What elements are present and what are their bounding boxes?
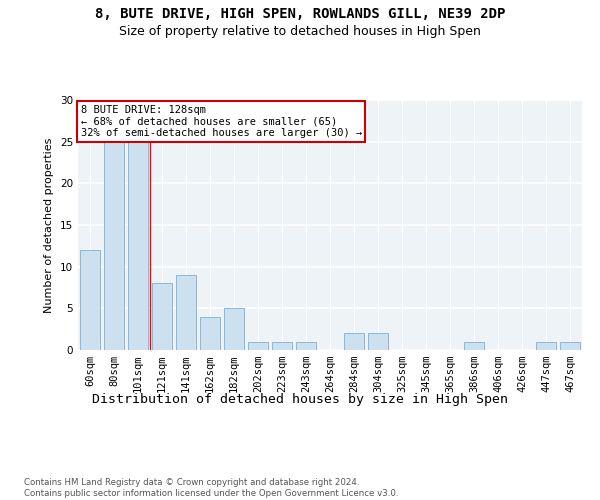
Bar	[344, 334, 364, 350]
Bar	[560, 342, 580, 350]
Bar	[536, 342, 556, 350]
Y-axis label: Number of detached properties: Number of detached properties	[44, 138, 55, 312]
Bar	[152, 284, 172, 350]
Text: Contains HM Land Registry data © Crown copyright and database right 2024.
Contai: Contains HM Land Registry data © Crown c…	[24, 478, 398, 498]
Bar	[248, 342, 268, 350]
Bar	[272, 342, 292, 350]
Bar	[128, 142, 148, 350]
Bar	[104, 142, 124, 350]
Bar	[464, 342, 484, 350]
Bar	[296, 342, 316, 350]
Bar	[368, 334, 388, 350]
Bar	[176, 275, 196, 350]
Bar	[200, 316, 220, 350]
Text: 8, BUTE DRIVE, HIGH SPEN, ROWLANDS GILL, NE39 2DP: 8, BUTE DRIVE, HIGH SPEN, ROWLANDS GILL,…	[95, 8, 505, 22]
Bar	[80, 250, 100, 350]
Text: Distribution of detached houses by size in High Spen: Distribution of detached houses by size …	[92, 392, 508, 406]
Text: 8 BUTE DRIVE: 128sqm
← 68% of detached houses are smaller (65)
32% of semi-detac: 8 BUTE DRIVE: 128sqm ← 68% of detached h…	[80, 105, 362, 138]
Text: Size of property relative to detached houses in High Spen: Size of property relative to detached ho…	[119, 25, 481, 38]
Bar	[224, 308, 244, 350]
